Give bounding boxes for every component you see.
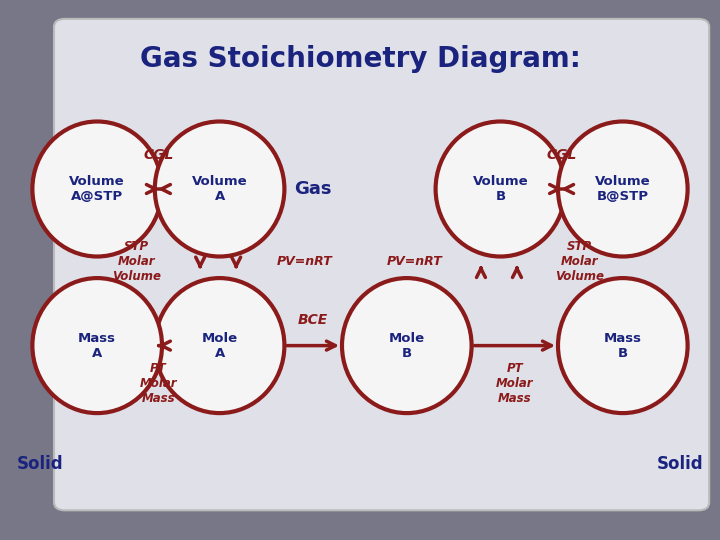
Text: Mass
A: Mass A	[78, 332, 116, 360]
Ellipse shape	[342, 278, 472, 413]
Text: Mole
B: Mole B	[389, 332, 425, 360]
Text: STP
Molar
Volume: STP Molar Volume	[112, 240, 161, 284]
Text: PV=nRT: PV=nRT	[277, 255, 333, 268]
Text: Solid: Solid	[17, 455, 63, 474]
Text: Solid: Solid	[657, 455, 703, 474]
Text: Mass
B: Mass B	[604, 332, 642, 360]
Text: CGL: CGL	[546, 148, 577, 162]
Text: STP
Molar
Volume: STP Molar Volume	[555, 240, 604, 284]
Text: PT
Molar
Mass: PT Molar Mass	[140, 362, 177, 405]
Ellipse shape	[436, 122, 565, 256]
Text: CGL: CGL	[143, 148, 174, 162]
Text: BCE: BCE	[298, 313, 328, 327]
Text: Volume
B: Volume B	[472, 175, 528, 203]
Text: PT
Molar
Mass: PT Molar Mass	[496, 362, 534, 405]
Ellipse shape	[558, 278, 688, 413]
Text: Volume
B@STP: Volume B@STP	[595, 175, 651, 203]
Ellipse shape	[155, 122, 284, 256]
Text: Gas Stoichiometry Diagram:: Gas Stoichiometry Diagram:	[140, 45, 580, 73]
FancyBboxPatch shape	[54, 19, 709, 510]
Ellipse shape	[155, 278, 284, 413]
Text: PV=nRT: PV=nRT	[387, 255, 443, 268]
Ellipse shape	[558, 122, 688, 256]
Text: Mole
A: Mole A	[202, 332, 238, 360]
Text: Volume
A@STP: Volume A@STP	[69, 175, 125, 203]
Text: Gas: Gas	[294, 180, 332, 198]
Text: Volume
A: Volume A	[192, 175, 248, 203]
Ellipse shape	[32, 122, 162, 256]
Ellipse shape	[32, 278, 162, 413]
